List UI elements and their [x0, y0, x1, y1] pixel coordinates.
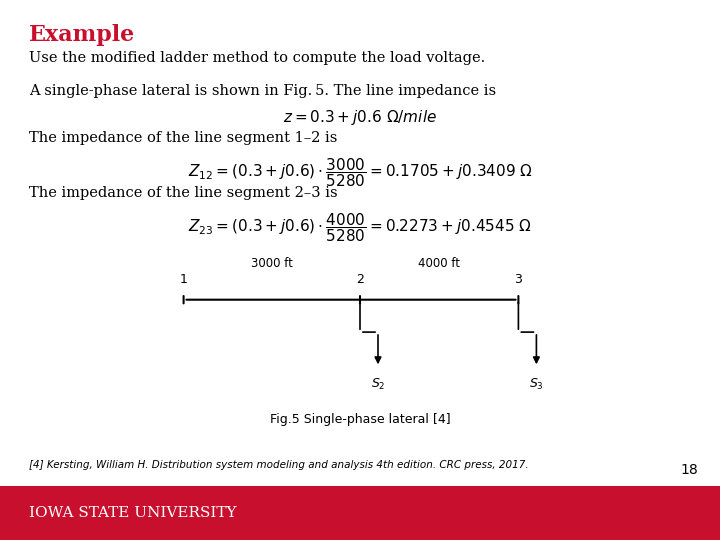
Text: 1: 1	[180, 273, 187, 286]
Text: $S_2$: $S_2$	[371, 377, 385, 392]
Text: The impedance of the line segment 1–2 is: The impedance of the line segment 1–2 is	[29, 131, 337, 145]
FancyBboxPatch shape	[0, 486, 720, 540]
Text: $Z_{12} = (0.3 + j0.6) \cdot \dfrac{3000}{5280} = 0.1705 + j0.3409 \ \Omega$: $Z_{12} = (0.3 + j0.6) \cdot \dfrac{3000…	[187, 157, 533, 190]
Text: The impedance of the line segment 2–3 is: The impedance of the line segment 2–3 is	[29, 186, 338, 200]
Text: Fig.5 Single-phase lateral [4]: Fig.5 Single-phase lateral [4]	[270, 413, 450, 426]
Text: 4000 ft: 4000 ft	[418, 257, 460, 270]
Text: IOWA STATE UNIVERSITY: IOWA STATE UNIVERSITY	[29, 506, 236, 520]
Text: 3: 3	[515, 273, 522, 286]
Text: $z = 0.3 + j0.6 \ \Omega/mile$: $z = 0.3 + j0.6 \ \Omega/mile$	[283, 108, 437, 127]
Text: $Z_{23} = (0.3 + j0.6) \cdot \dfrac{4000}{5280} = 0.2273 + j0.4545 \ \Omega$: $Z_{23} = (0.3 + j0.6) \cdot \dfrac{4000…	[188, 212, 532, 245]
Text: $S_3$: $S_3$	[529, 377, 544, 392]
Text: Example: Example	[29, 24, 135, 46]
Text: Use the modified ladder method to compute the load voltage.: Use the modified ladder method to comput…	[29, 51, 485, 65]
Text: 2: 2	[356, 273, 364, 286]
Text: 3000 ft: 3000 ft	[251, 257, 293, 270]
Text: [4] Kersting, William H. Distribution system modeling and analysis 4th edition. : [4] Kersting, William H. Distribution sy…	[29, 460, 528, 470]
Text: A single-phase lateral is shown in Fig. 5. The line impedance is: A single-phase lateral is shown in Fig. …	[29, 84, 496, 98]
Text: 18: 18	[680, 463, 698, 477]
